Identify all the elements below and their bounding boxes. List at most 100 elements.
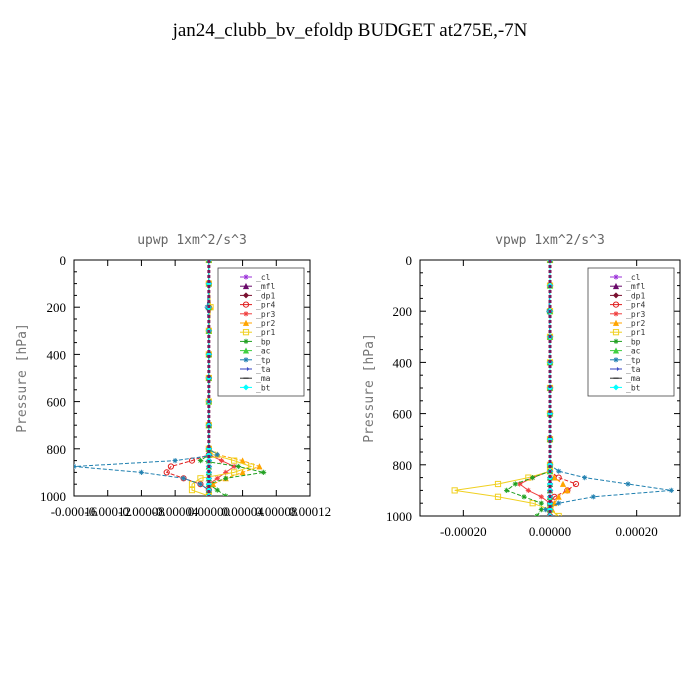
y-tick-label: 200 bbox=[393, 304, 413, 319]
y-axis-label: Pressure [hPa] bbox=[362, 333, 377, 443]
legend-label: _bp bbox=[256, 337, 271, 346]
data-point bbox=[529, 500, 536, 507]
y-tick-label: 0 bbox=[60, 253, 67, 268]
series-group bbox=[74, 260, 267, 496]
panel-title: vpwp 1xm^2/s^3 bbox=[495, 233, 605, 248]
legend-marker bbox=[612, 282, 620, 290]
data-point bbox=[538, 507, 544, 513]
legend-label: _mfl bbox=[256, 282, 275, 291]
legend-marker bbox=[242, 301, 250, 308]
legend-marker bbox=[613, 367, 620, 371]
y-tick-label: 200 bbox=[47, 300, 67, 315]
data-point bbox=[451, 487, 458, 494]
legend-label: _dp1 bbox=[626, 291, 645, 300]
y-axis-label: Pressure [hPa] bbox=[15, 323, 30, 433]
legend-label: _ac bbox=[256, 347, 271, 356]
y-tick-label: 600 bbox=[393, 407, 413, 422]
legend-marker bbox=[242, 347, 250, 354]
series-group bbox=[451, 260, 674, 516]
legend-label: _pr3 bbox=[256, 310, 275, 319]
data-point bbox=[521, 494, 527, 500]
legend-marker bbox=[243, 311, 249, 317]
legend-box bbox=[217, 267, 305, 397]
legend-label: _cl bbox=[256, 273, 271, 282]
legend-marker bbox=[242, 282, 250, 290]
data-point bbox=[231, 457, 238, 464]
x-tick-label: -0.00004 bbox=[152, 504, 199, 519]
y-tick-label: 800 bbox=[393, 458, 413, 473]
x-tick-label: -0.00012 bbox=[84, 504, 131, 519]
data-point bbox=[668, 487, 674, 493]
data-point bbox=[530, 475, 536, 481]
data-point bbox=[556, 500, 562, 506]
data-point bbox=[494, 480, 502, 488]
y-tick-label: 1000 bbox=[40, 489, 66, 504]
legend-marker bbox=[613, 357, 619, 363]
legend-label: _tp bbox=[256, 356, 271, 365]
data-point bbox=[138, 469, 145, 475]
data-point bbox=[239, 469, 246, 476]
data-point bbox=[517, 481, 523, 487]
legend-label: _bt bbox=[626, 383, 641, 392]
y-tick-label: 600 bbox=[47, 395, 67, 410]
legend-marker bbox=[242, 384, 250, 391]
data-point bbox=[512, 481, 518, 487]
data-point bbox=[235, 463, 241, 470]
y-tick-label: 400 bbox=[47, 347, 67, 362]
legend-marker bbox=[243, 274, 249, 280]
data-point bbox=[625, 481, 631, 487]
legend-label: _bp bbox=[626, 337, 641, 346]
data-point bbox=[543, 507, 549, 513]
legend-label: _ta bbox=[626, 365, 641, 374]
legend-label: _pr4 bbox=[626, 301, 645, 310]
data-point bbox=[214, 487, 220, 493]
legend-label: _pr3 bbox=[626, 310, 645, 319]
data-point bbox=[555, 512, 562, 516]
legend-label: _pr2 bbox=[256, 319, 275, 328]
data-point bbox=[538, 500, 544, 506]
legend-label: _cl bbox=[626, 273, 641, 282]
legend: _cl_mfl_dp1_pr4_pr3_pr2_pr1_bp_ac_tp_ta_… bbox=[217, 267, 305, 397]
legend: _cl_mfl_dp1_pr4_pr3_pr2_pr1_bp_ac_tp_ta_… bbox=[587, 267, 675, 397]
data-point bbox=[163, 469, 170, 476]
x-tick-label: -0.00016 bbox=[51, 504, 98, 519]
data-point bbox=[218, 458, 225, 464]
data-point bbox=[223, 469, 229, 475]
legend-marker bbox=[243, 367, 250, 371]
legend-label: _pr1 bbox=[256, 328, 275, 337]
legend-marker bbox=[612, 384, 620, 391]
data-point bbox=[197, 481, 204, 487]
data-point bbox=[559, 480, 567, 487]
x-tick-label: -0.00008 bbox=[118, 504, 165, 519]
legend-marker bbox=[613, 274, 619, 280]
series-markers-pr1 bbox=[451, 260, 562, 516]
legend-label: _dp1 bbox=[256, 291, 275, 300]
y-tick-label: 0 bbox=[406, 253, 413, 268]
legend-label: _pr1 bbox=[626, 328, 645, 337]
legend-marker bbox=[612, 319, 620, 326]
data-point bbox=[197, 458, 204, 464]
legend-marker bbox=[612, 301, 620, 308]
data-point bbox=[172, 458, 178, 464]
data-point bbox=[167, 463, 175, 470]
x-tick-label: -0.00020 bbox=[440, 524, 487, 539]
legend-box bbox=[587, 267, 675, 397]
data-point bbox=[504, 487, 510, 493]
data-point bbox=[564, 487, 571, 494]
x-tick-label: 0.00000 bbox=[188, 504, 230, 519]
data-point bbox=[590, 494, 596, 500]
data-point bbox=[534, 513, 540, 516]
x-tick-label: 0.00008 bbox=[255, 504, 297, 519]
data-point bbox=[231, 469, 238, 476]
legend-marker bbox=[243, 357, 249, 363]
legend-label: _pr4 bbox=[256, 301, 275, 310]
data-point bbox=[188, 487, 196, 494]
legend-marker bbox=[242, 329, 250, 336]
legend-marker bbox=[612, 329, 620, 336]
data-point bbox=[261, 469, 267, 475]
y-tick-label: 400 bbox=[393, 355, 413, 370]
panel-title: upwp 1xm^2/s^3 bbox=[137, 233, 247, 248]
data-point bbox=[494, 493, 502, 500]
